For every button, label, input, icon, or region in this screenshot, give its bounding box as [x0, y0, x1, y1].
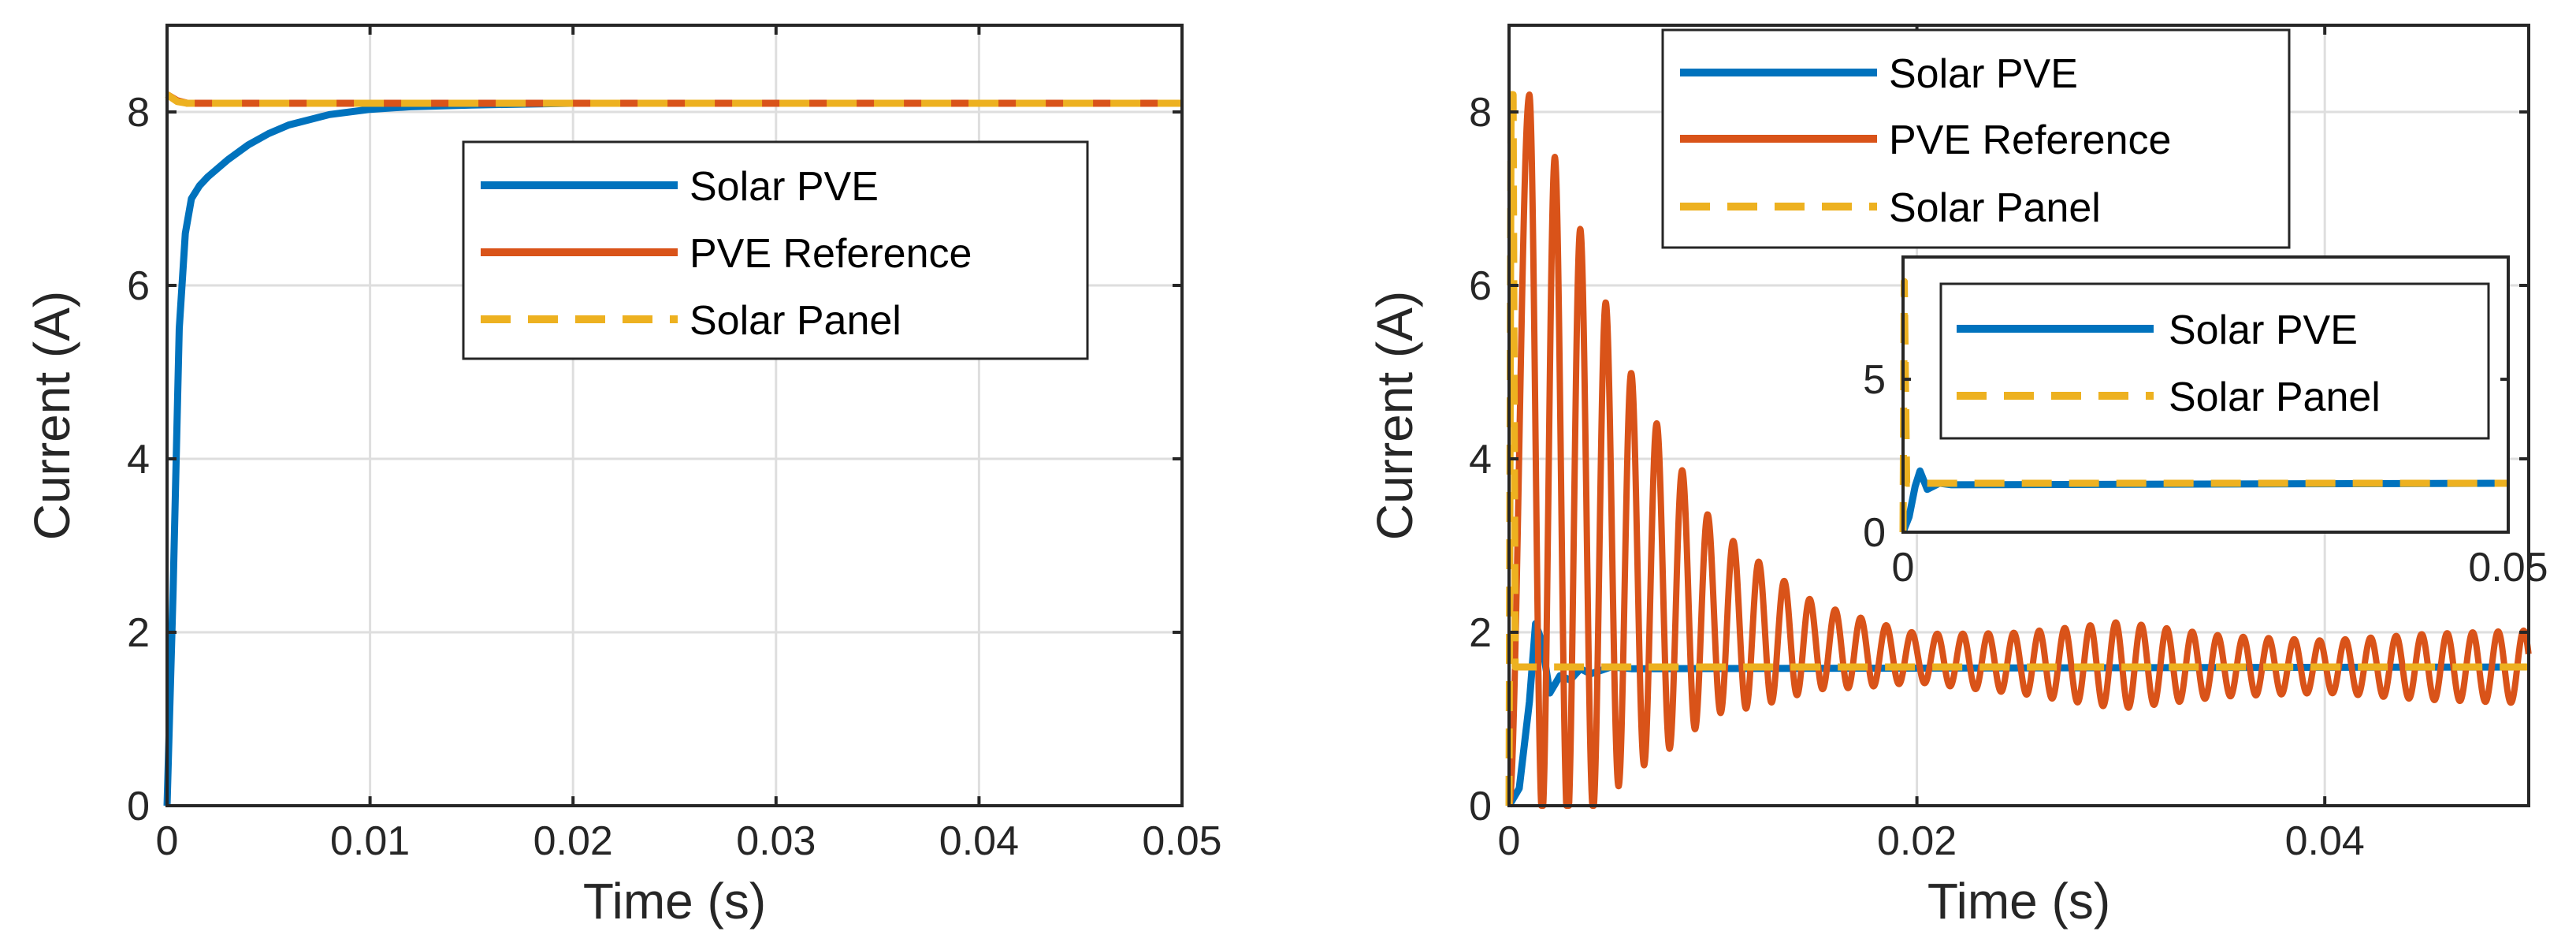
legend-label-solar-pve: Solar PVE — [690, 164, 879, 210]
x-axis-label: Time (s) — [1927, 873, 2110, 930]
y-tick-label: 4 — [127, 437, 150, 482]
legend: Solar PVE PVE Reference Solar Panel — [462, 140, 1089, 360]
x-tick-label: 0.03 — [736, 818, 816, 864]
inset-chart: 0 0.05 0 5 Solar PVE Solar Panel — [1863, 255, 2548, 590]
legend-label-pve-reference: PVE Reference — [690, 231, 972, 277]
y-tick-label: 8 — [127, 90, 150, 136]
legend-label-pve-reference: PVE Reference — [1889, 117, 2171, 163]
y-tick-label: 4 — [1469, 437, 1492, 482]
series-line-pve-reference — [1506, 91, 2532, 809]
legend-box — [1661, 28, 2291, 249]
series-line-solar-panel — [1899, 278, 2508, 533]
y-tick-label: 5 — [1863, 357, 1886, 403]
ticks: 0 0.05 0 5 — [1863, 257, 2548, 590]
x-tick-label: 0.05 — [1142, 818, 1221, 864]
x-tick-label: 0.05 — [2468, 545, 2548, 590]
ticks: 0 0.01 0.02 0.03 0.04 0.05 0 2 4 6 8 — [127, 25, 1222, 864]
y-tick-label: 6 — [1469, 263, 1492, 309]
x-tick-label: 0.04 — [939, 818, 1019, 864]
y-tick-label: 8 — [1469, 90, 1492, 136]
x-tick-label: 0.04 — [2285, 818, 2365, 864]
legend-label-solar-pve: Solar PVE — [1889, 51, 2078, 97]
series-group — [1899, 278, 2509, 534]
y-axis-label: Current (A) — [24, 291, 80, 541]
y-tick-label: 0 — [1469, 784, 1492, 829]
x-tick-label: 0 — [1498, 818, 1521, 864]
chart-left: 0 0.01 0.02 0.03 0.04 0.05 0 2 4 6 8 Time (s) Curr… — [24, 24, 1222, 930]
y-tick-label: 2 — [1469, 610, 1492, 656]
x-axis-label: Time (s) — [583, 873, 766, 930]
inset-frame — [1901, 255, 2510, 534]
y-axis-label: Current (A) — [1366, 291, 1423, 541]
x-tick-label: 0.01 — [330, 818, 410, 864]
plot-frame — [1507, 24, 2530, 807]
x-tick-label: 0 — [156, 818, 179, 864]
ticks: 0 0.02 0.04 0 2 4 6 8 — [1469, 25, 2529, 864]
legend: Solar PVE PVE Reference Solar Panel — [1661, 28, 2291, 249]
series-line-solar-panel — [165, 91, 1182, 107]
legend-label-solar-panel: Solar Panel — [2169, 374, 2381, 420]
legend-label-solar-pve: Solar PVE — [2169, 307, 2358, 353]
legend-label-solar-panel: Solar Panel — [1889, 185, 2101, 231]
series-group — [163, 91, 1182, 807]
y-tick-label: 0 — [127, 784, 150, 829]
y-tick-label: 0 — [1863, 510, 1886, 556]
legend: Solar PVE Solar Panel — [1939, 282, 2490, 440]
y-tick-label: 6 — [127, 263, 150, 309]
plot-frame — [165, 24, 1184, 807]
x-tick-label: 0 — [1892, 545, 1915, 590]
legend-label-solar-panel: Solar Panel — [690, 298, 901, 344]
legend-box — [1939, 282, 2490, 440]
x-tick-label: 0.02 — [1877, 818, 1957, 864]
y-tick-label: 2 — [127, 610, 150, 656]
x-tick-label: 0.02 — [533, 818, 613, 864]
